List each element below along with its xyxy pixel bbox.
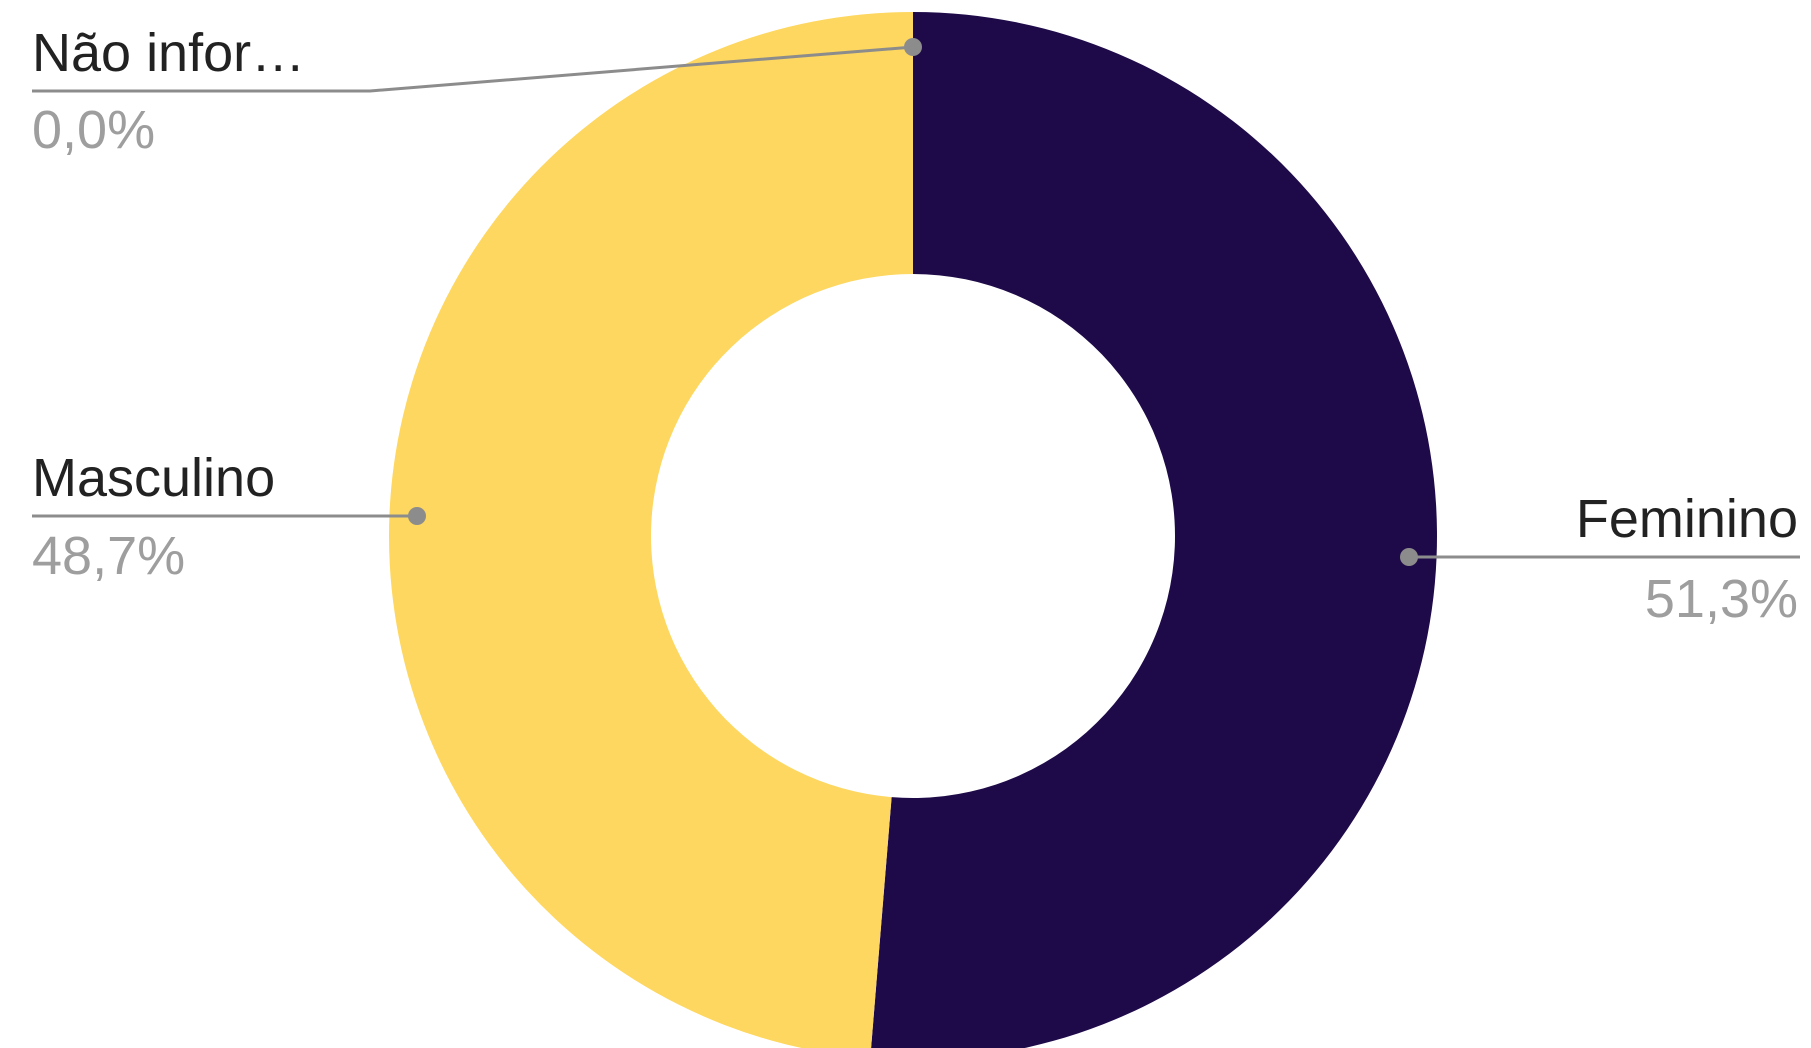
label-feminino: Feminino	[1576, 489, 1798, 549]
value-nao-informado: 0,0%	[32, 100, 155, 160]
value-masculino: 48,7%	[32, 526, 185, 586]
value-feminino: 51,3%	[1645, 569, 1798, 629]
slice-feminino	[871, 12, 1437, 1048]
donut-slices	[389, 12, 1437, 1048]
leader-line-nao-informado	[32, 45, 914, 93]
label-group-masculino: Masculino 48,7%	[32, 448, 426, 586]
leader-dot-nao-informado	[904, 38, 922, 56]
leader-dot-feminino	[1400, 548, 1418, 566]
label-nao-informado: Não infor…	[32, 23, 305, 83]
label-masculino: Masculino	[32, 448, 275, 508]
slice-masculino	[389, 12, 913, 1048]
label-group-feminino: Feminino 51,3%	[1400, 489, 1800, 629]
label-group-nao-informado: Não infor… 0,0%	[32, 23, 922, 160]
leader-dot-masculino	[408, 507, 426, 525]
